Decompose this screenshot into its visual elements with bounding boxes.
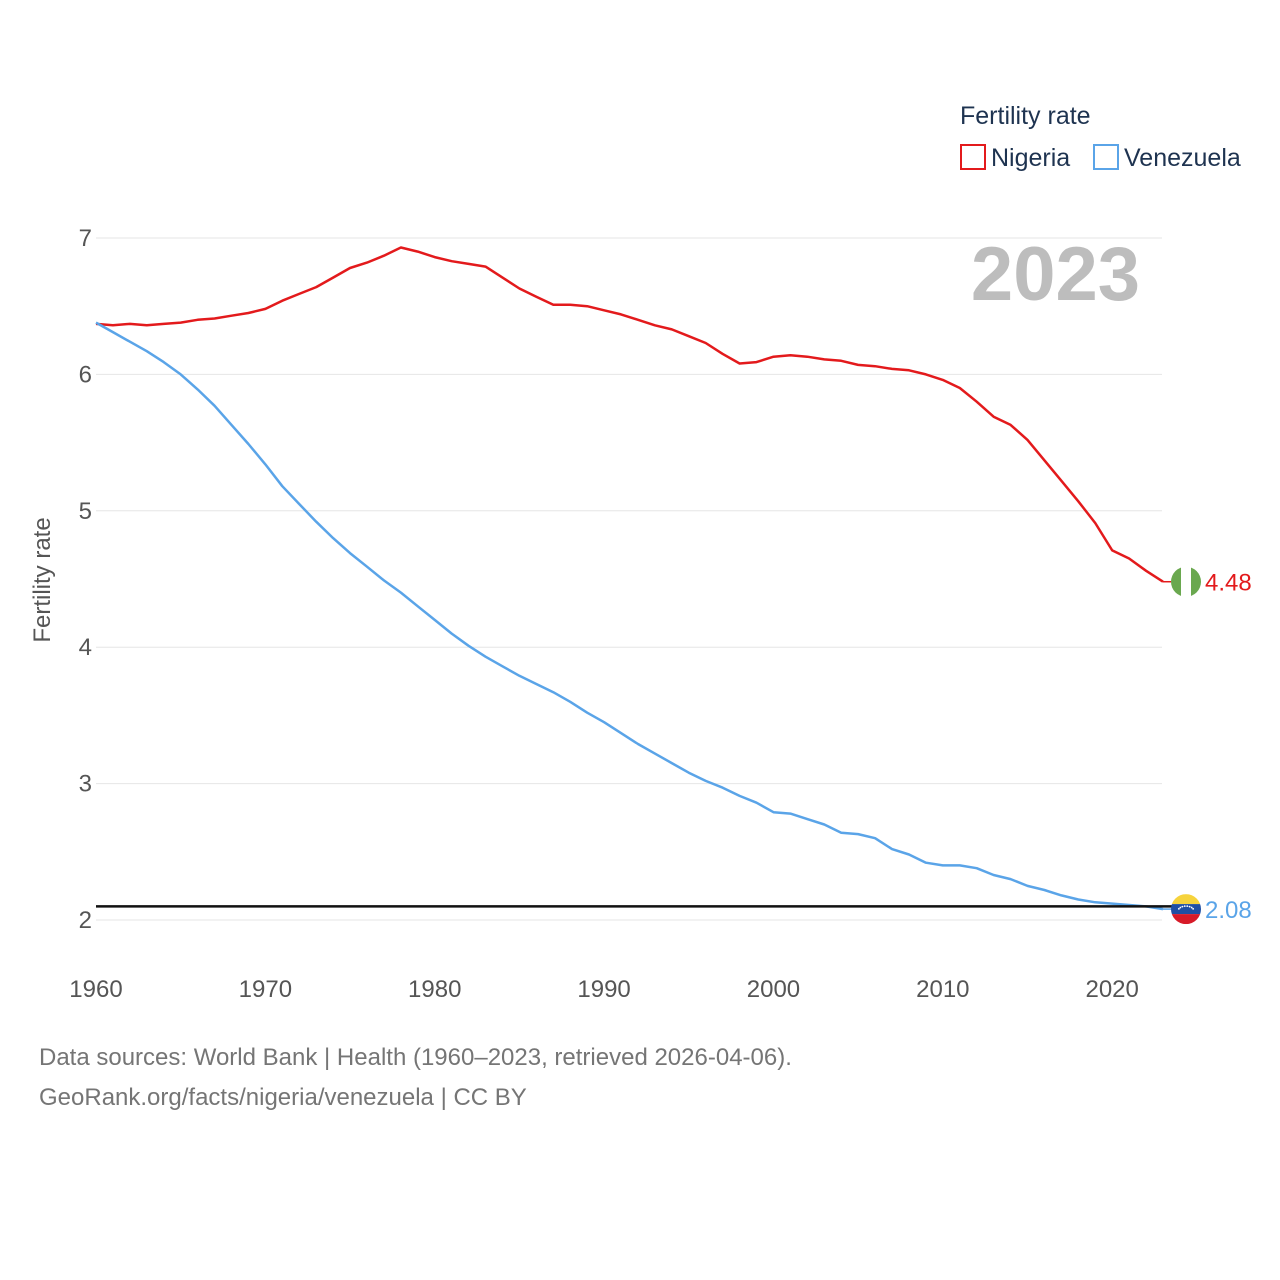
- data-source-note: Data sources: World Bank | Health (1960–…: [39, 1044, 792, 1071]
- series-lines: [95, 246, 1164, 911]
- legend-title: Fertility rate: [960, 102, 1091, 130]
- y-axis-ticks: 2 3 4 5 6 7: [79, 225, 92, 934]
- gridlines: [96, 237, 1162, 921]
- series-line-venezuela[interactable]: [95, 321, 1164, 911]
- legend: Fertility rate Nigeria Venezuela: [960, 102, 1241, 172]
- end-value-label-venezuela: 2.08: [1205, 897, 1252, 924]
- legend-label-nigeria[interactable]: Nigeria: [991, 144, 1070, 172]
- credit-link[interactable]: GeoRank.org/facts/nigeria/venezuela | CC…: [39, 1084, 527, 1111]
- x-tick-label: 2010: [916, 976, 969, 1003]
- end-value-label-nigeria: 4.48: [1205, 570, 1252, 597]
- legend-label-venezuela[interactable]: Venezuela: [1124, 144, 1241, 172]
- y-tick-label: 2: [79, 907, 92, 934]
- x-tick-label: 1970: [239, 976, 292, 1003]
- y-tick-label: 6: [79, 361, 92, 388]
- fertility-rate-chart: 2 3 4 5 6 7 1960 1970 1980 1990 2000 2010 2020 Fert…: [29, 102, 1252, 1003]
- y-tick-label: 7: [79, 225, 92, 252]
- y-tick-label: 5: [79, 498, 92, 525]
- y-axis-label: Fertility rate: [29, 517, 56, 642]
- legend-swatch-nigeria[interactable]: [960, 144, 986, 170]
- x-tick-label: 1980: [408, 976, 461, 1003]
- flag-nigeria-icon: [1171, 566, 1201, 597]
- x-tick-label: 2000: [747, 976, 800, 1003]
- legend-swatch-venezuela[interactable]: [1093, 144, 1119, 170]
- year-label: 2023: [971, 232, 1140, 317]
- end-markers: 4.48 2.08: [1163, 566, 1252, 925]
- flag-venezuela-icon: [1171, 894, 1201, 925]
- x-axis-ticks: 1960 1970 1980 1990 2000 2010 2020: [69, 976, 1139, 1003]
- series-line-nigeria[interactable]: [95, 246, 1164, 583]
- y-tick-label: 3: [79, 771, 92, 798]
- x-tick-label: 1960: [69, 976, 122, 1003]
- x-tick-label: 1990: [577, 976, 630, 1003]
- y-tick-label: 4: [79, 634, 92, 661]
- x-tick-label: 2020: [1085, 976, 1138, 1003]
